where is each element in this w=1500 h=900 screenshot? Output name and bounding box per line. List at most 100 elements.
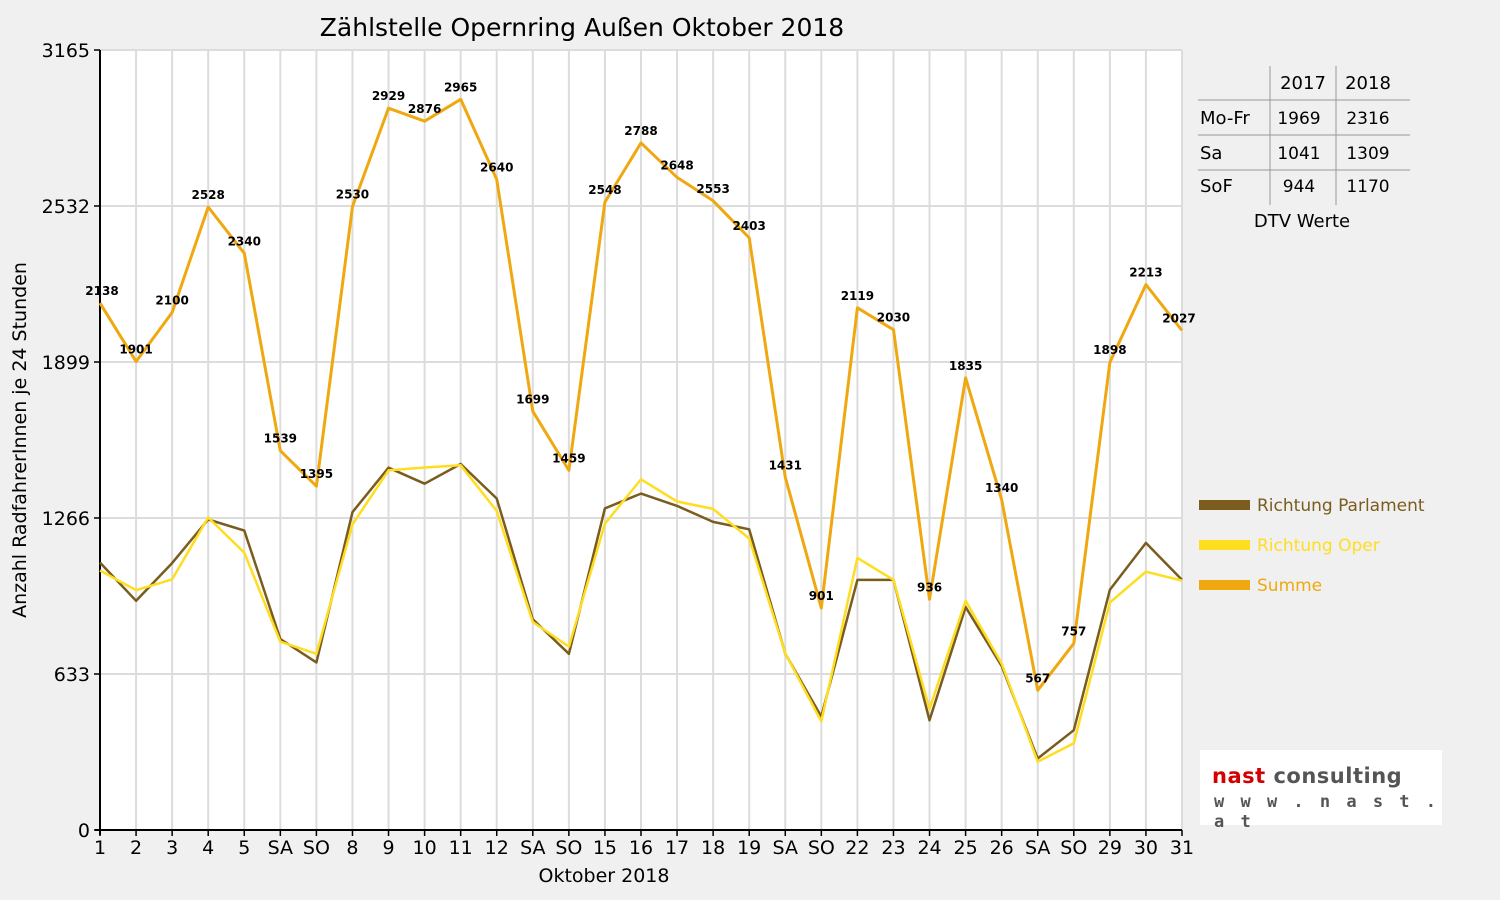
data-labels: 2138 1901 2100 2528 2340 1539 1395 2530 29292876…	[85, 80, 1195, 685]
nast-consulting-logo: nast consulting w w w . n a s t . a t	[1200, 750, 1442, 832]
data-label: 2340	[228, 234, 261, 248]
legend-label: Richtung Oper	[1257, 536, 1380, 556]
data-label: 2027	[1162, 311, 1195, 325]
data-label: 567	[1025, 671, 1050, 685]
x-tick-label: 29	[1098, 837, 1122, 859]
data-label: 2876	[408, 102, 441, 116]
x-tick-label: SO	[555, 837, 582, 859]
series-line-oper	[99, 464, 1183, 763]
x-tick-label: SO	[1060, 837, 1087, 859]
y-tick-label: 2532	[42, 196, 90, 218]
x-tick-label: 25	[954, 837, 978, 859]
x-tick-label: 26	[990, 837, 1014, 859]
chart-title: Zählstelle Opernring Außen Oktober 2018	[320, 13, 844, 42]
data-label: 901	[809, 589, 834, 603]
y-tick-label: 3165	[42, 40, 90, 62]
x-tick-label: SA	[268, 837, 293, 859]
x-tick-label: 17	[665, 837, 689, 859]
data-label: 2100	[155, 293, 188, 307]
data-label: 1699	[516, 392, 549, 406]
data-label: 2119	[841, 289, 874, 303]
x-tick-label: 8	[346, 837, 358, 859]
x-tick-label: SA	[1025, 837, 1050, 859]
logo-word-consulting: consulting	[1273, 764, 1403, 788]
series-lines	[98, 97, 1184, 763]
data-label: 2553	[696, 182, 729, 196]
y-tick-label: 1899	[42, 352, 90, 374]
data-label: 2548	[588, 183, 621, 197]
x-tick-label: SO	[303, 837, 330, 859]
x-tick-label: 18	[701, 837, 725, 859]
data-label: 2965	[444, 80, 477, 94]
data-label: 2530	[336, 187, 369, 201]
data-label: 2030	[877, 311, 910, 325]
data-label: 2528	[191, 188, 224, 202]
data-label: 1835	[949, 359, 982, 373]
x-tick-label: 19	[737, 837, 761, 859]
x-tick-label: 30	[1134, 837, 1158, 859]
x-tick-label: 3	[166, 837, 178, 859]
data-label: 2138	[85, 284, 118, 298]
axes	[94, 49, 1183, 836]
data-label: 936	[917, 580, 942, 594]
x-tick-label: 16	[629, 837, 653, 859]
data-label: 757	[1061, 624, 1086, 638]
x-tick-label: 15	[593, 837, 617, 859]
dtv-cell: 1170	[1346, 177, 1389, 197]
x-tick-label: 9	[382, 837, 394, 859]
data-label: 2648	[660, 158, 693, 172]
x-tick-label: 31	[1170, 837, 1194, 859]
legend: Richtung Parlament Richtung Oper Summe	[1199, 496, 1425, 596]
x-tick-labels: 1 2 3 4 5 SA SO 8 9 10 11 12 SA SO 15 16 17 18 19 SA SO 22 23 2…	[94, 837, 1194, 859]
data-label: 1898	[1093, 343, 1126, 357]
dtv-table: 2017 2018 Mo-Fr 1969 2316 Sa 1041 1309 S…	[1198, 66, 1410, 232]
y-tick-labels: 0 633 1266 1899 2532 3165	[42, 40, 90, 842]
dtv-header-2018: 2018	[1345, 73, 1391, 94]
legend-swatch	[1199, 540, 1250, 550]
dtv-header-2017: 2017	[1280, 73, 1326, 94]
dtv-row-label: SoF	[1200, 176, 1233, 197]
logo-wordmark: nast consulting	[1212, 764, 1402, 788]
x-tick-label: SA	[520, 837, 545, 859]
dtv-row-label: Sa	[1200, 143, 1222, 164]
dtv-cell: 1309	[1346, 144, 1389, 164]
x-tick-label: 23	[881, 837, 905, 859]
x-tick-label: 22	[845, 837, 869, 859]
x-tick-label: 10	[413, 837, 437, 859]
x-tick-label: 5	[238, 837, 250, 859]
data-label: 1340	[985, 481, 1018, 495]
x-tick-label: SA	[773, 837, 798, 859]
logo-url: w w w . n a s t . a t	[1214, 792, 1439, 832]
data-label: 1395	[300, 467, 333, 481]
data-label: 2929	[372, 89, 405, 103]
y-tick-label: 633	[54, 664, 90, 686]
data-label: 1459	[552, 451, 585, 465]
x-tick-label: SO	[808, 837, 835, 859]
dtv-cell: 1969	[1277, 109, 1320, 129]
dtv-cell: 944	[1283, 177, 1315, 197]
legend-label: Richtung Parlament	[1257, 496, 1425, 516]
x-tick-label: 2	[130, 837, 142, 859]
dtv-cell: 1041	[1277, 144, 1320, 164]
x-tick-label: 12	[485, 837, 509, 859]
logo-word-nast: nast	[1212, 764, 1266, 788]
data-label: 1431	[769, 458, 802, 472]
data-label: 2788	[624, 124, 657, 138]
x-tick-label: 4	[202, 837, 214, 859]
dtv-row-label: Mo-Fr	[1200, 108, 1250, 129]
data-label: 2640	[480, 160, 513, 174]
y-tick-label: 1266	[42, 508, 90, 530]
grid-lines	[100, 49, 1183, 830]
legend-swatch	[1199, 500, 1250, 510]
dtv-cell: 2316	[1346, 109, 1389, 129]
legend-label: Summe	[1257, 576, 1322, 596]
x-tick-label: 24	[917, 837, 941, 859]
y-tick-label: 0	[78, 820, 90, 842]
data-label: 2213	[1129, 266, 1162, 280]
x-tick-label: 1	[94, 837, 106, 859]
legend-swatch	[1199, 580, 1250, 590]
data-label: 1539	[264, 432, 297, 446]
y-axis-title: Anzahl RadfahrerInnen je 24 Stunden	[9, 262, 31, 618]
x-axis-title: Oktober 2018	[539, 865, 670, 887]
